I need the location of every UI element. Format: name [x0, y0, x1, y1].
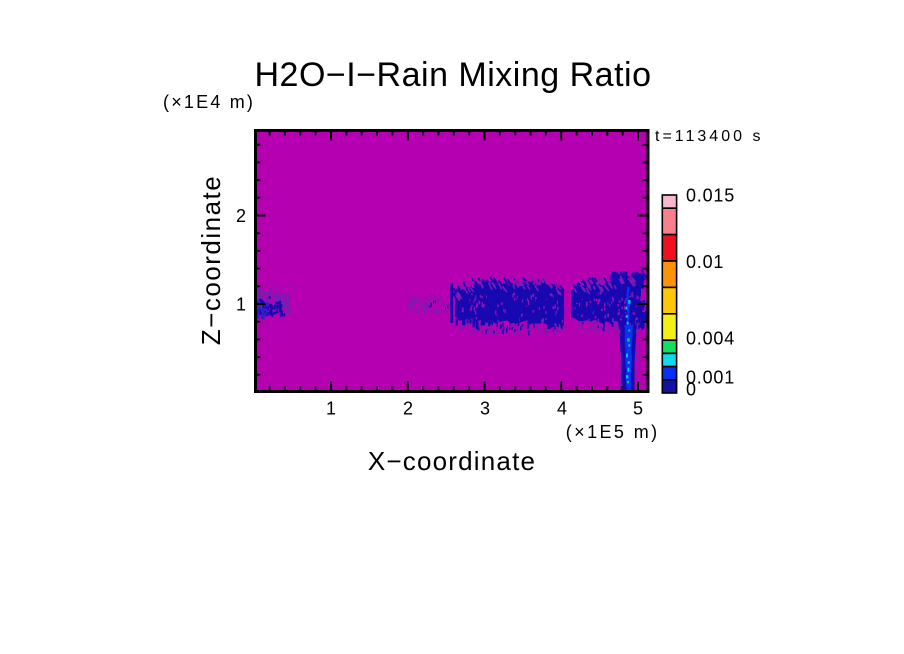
svg-text:X−coordinate: X−coordinate: [368, 446, 536, 476]
svg-text:3: 3: [480, 399, 490, 419]
svg-text:1: 1: [236, 295, 246, 315]
svg-text:4: 4: [557, 399, 567, 419]
svg-text:0.015: 0.015: [686, 186, 735, 206]
svg-text:2: 2: [403, 399, 413, 419]
svg-text:0.004: 0.004: [686, 329, 735, 349]
svg-text:0: 0: [686, 380, 697, 400]
svg-text:2: 2: [236, 206, 246, 226]
svg-text:(×1E4 m): (×1E4 m): [163, 92, 255, 112]
svg-text:t=113400 s: t=113400 s: [655, 128, 763, 145]
svg-text:Z−coordinate: Z−coordinate: [196, 175, 226, 345]
svg-text:0.01: 0.01: [686, 252, 724, 272]
svg-text:5: 5: [633, 399, 643, 419]
svg-text:0.001: 0.001: [686, 368, 735, 388]
svg-text:H2O−I−Rain Mixing Ratio: H2O−I−Rain Mixing Ratio: [254, 56, 651, 94]
svg-text:1: 1: [326, 399, 336, 419]
svg-text:(×1E5 m): (×1E5 m): [566, 422, 660, 442]
